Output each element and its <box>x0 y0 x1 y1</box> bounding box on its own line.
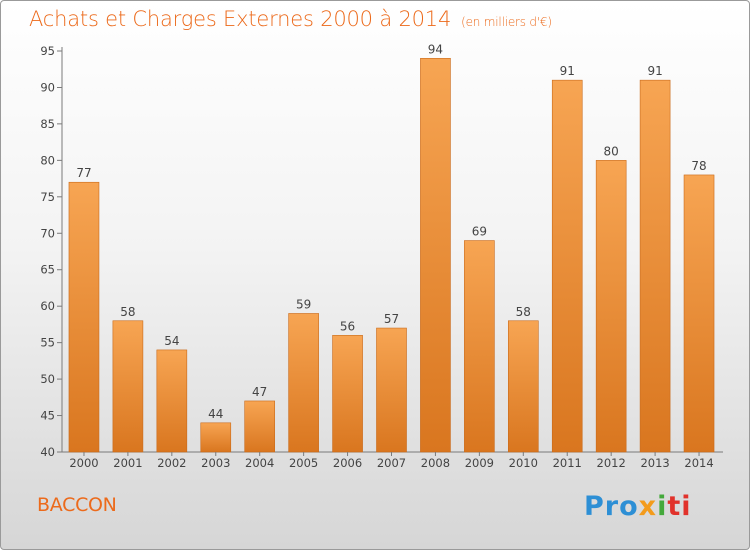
x-tick-label: 2013 <box>640 456 669 470</box>
x-tick-label: 2007 <box>377 456 406 470</box>
bar <box>507 320 539 453</box>
x-tick-label: 2002 <box>157 456 186 470</box>
x-tick-label: 2012 <box>597 456 626 470</box>
x-tick-label: 2004 <box>245 456 274 470</box>
bar <box>683 174 715 453</box>
bar-value-label: 59 <box>296 297 311 311</box>
logo-part-i: i <box>657 491 668 522</box>
x-tick-label: 2001 <box>113 456 142 470</box>
y-tick-label: 60 <box>40 299 55 313</box>
bar-value-label: 47 <box>252 385 267 399</box>
bar-value-label: 94 <box>428 42 443 56</box>
y-tick-label: 80 <box>40 153 55 167</box>
y-tick-label: 65 <box>40 263 55 277</box>
bar <box>200 422 232 453</box>
bar-value-label: 77 <box>76 166 91 180</box>
bar-value-label: 91 <box>560 64 575 78</box>
y-tick-label: 40 <box>40 445 55 459</box>
bar-value-label: 54 <box>164 334 179 348</box>
bar <box>420 57 451 453</box>
chart-title: Achats et Charges Externes 2000 à 2014 (e… <box>29 7 552 31</box>
bar-value-label: 78 <box>691 159 706 173</box>
bar <box>464 240 495 453</box>
y-tick-label: 55 <box>40 336 55 350</box>
bar <box>376 327 407 453</box>
bar-value-label: 69 <box>472 225 487 239</box>
x-tick-label: 2006 <box>333 456 362 470</box>
y-tick-label: 50 <box>40 372 55 386</box>
bar <box>112 320 144 453</box>
bar-value-label: 44 <box>208 407 223 421</box>
bar <box>639 79 671 453</box>
y-tick-label: 85 <box>40 117 55 131</box>
y-tick-label: 70 <box>40 226 55 240</box>
bar <box>156 349 188 453</box>
bar <box>68 181 100 453</box>
bar-value-label: 58 <box>120 305 135 319</box>
x-tick-label: 2003 <box>201 456 230 470</box>
proxiti-logo[interactable]: Proxiti <box>584 491 692 522</box>
x-tick-label: 2009 <box>465 456 494 470</box>
x-tick-label: 2008 <box>421 456 450 470</box>
y-tick-label: 90 <box>40 80 55 94</box>
logo-part-x: x <box>638 491 658 522</box>
logo-part-ti: ti <box>667 491 692 522</box>
chart-unit: (en milliers d'€) <box>461 15 552 29</box>
bar-value-label: 80 <box>604 144 619 158</box>
x-tick-label: 2005 <box>289 456 318 470</box>
bar <box>595 160 627 453</box>
x-tick-label: 2010 <box>509 456 538 470</box>
y-tick-label: 95 <box>40 44 55 58</box>
logo-part-pro: Pro <box>584 491 639 522</box>
bar-value-label: 91 <box>647 64 662 78</box>
bar-value-label: 57 <box>384 312 399 326</box>
bar-value-label: 56 <box>340 319 355 333</box>
commune-name: BACCON <box>37 494 117 516</box>
bar <box>332 335 363 453</box>
bar <box>244 400 275 453</box>
bar <box>551 79 583 453</box>
chart-title-text: Achats et Charges Externes 2000 à 2014 <box>29 7 452 31</box>
x-tick-label: 2011 <box>553 456 582 470</box>
y-tick-label: 45 <box>40 409 55 423</box>
x-tick-label: 2000 <box>69 456 98 470</box>
x-tick-label: 2014 <box>684 456 713 470</box>
y-tick-label: 75 <box>40 190 55 204</box>
bar-value-label: 58 <box>516 305 531 319</box>
bar <box>288 313 319 453</box>
